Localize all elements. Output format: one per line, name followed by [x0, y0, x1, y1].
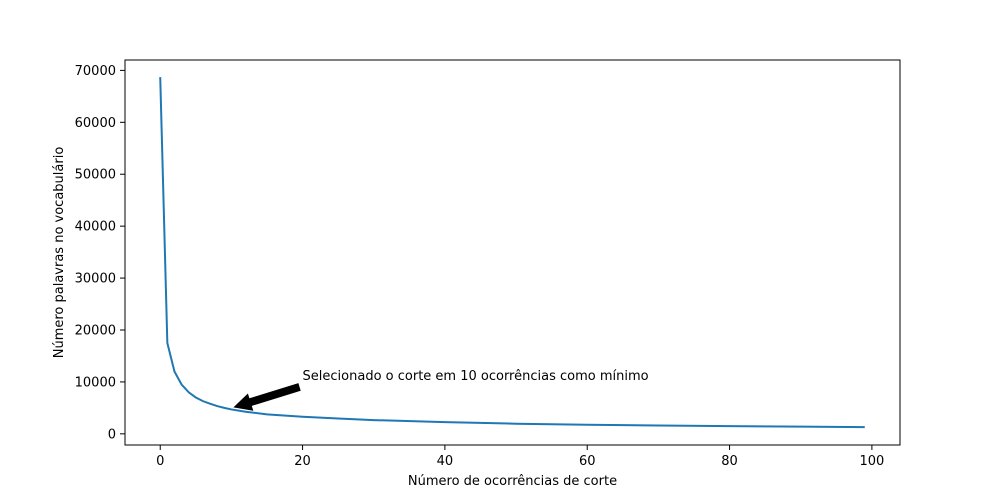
- y-tick-label: 10000: [75, 375, 116, 390]
- plot-frame: [124, 59, 901, 446]
- annotation-text: Selecionado o corte em 10 ocorrências co…: [303, 369, 649, 384]
- y-tick-label: 50000: [75, 168, 116, 183]
- y-axis: 0 10000 20000 30000 40000 50000 60000 70000: [75, 64, 125, 442]
- x-tick-label: 60: [579, 454, 596, 469]
- y-tick-label: 30000: [75, 272, 116, 287]
- x-axis-label: Número de ocorrências de corte: [408, 474, 617, 489]
- x-tick-label: 20: [294, 454, 311, 469]
- x-tick-label: 80: [721, 454, 738, 469]
- x-tick-label: 40: [437, 454, 454, 469]
- y-tick-label: 40000: [75, 220, 116, 235]
- x-axis: 0 20 40 60 80 100: [156, 445, 884, 469]
- series-line: [159, 77, 865, 429]
- y-axis-label: Número palavras no vocabulário: [52, 147, 67, 359]
- x-tick-label: 100: [859, 454, 884, 469]
- annotation: Selecionado o corte em 10 ocorrências co…: [233, 369, 649, 411]
- y-tick-label: 20000: [75, 323, 116, 338]
- y-tick-label: 70000: [75, 64, 116, 79]
- y-tick-label: 0: [108, 427, 116, 442]
- annotation-arrow: [233, 383, 301, 411]
- y-tick-label: 60000: [75, 116, 116, 131]
- x-tick-label: 0: [156, 454, 164, 469]
